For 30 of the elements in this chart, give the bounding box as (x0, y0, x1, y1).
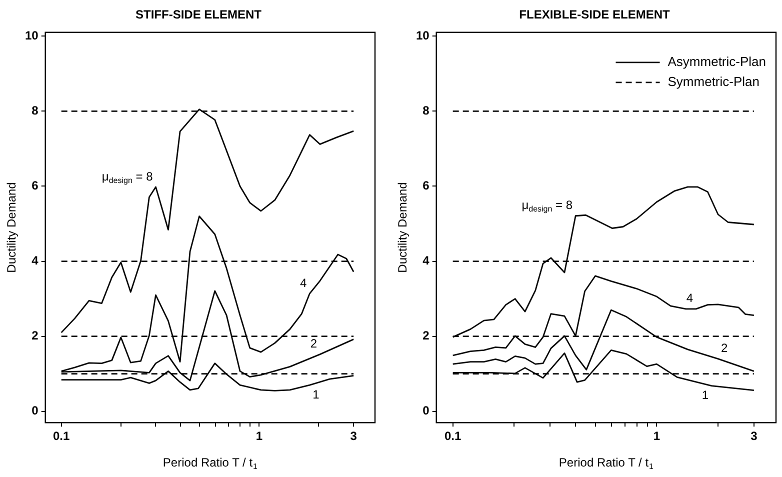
y-tick-label: 6 (32, 178, 39, 193)
chart-title: STIFF-SIDE ELEMENT (136, 8, 262, 22)
y-tick-label: 2 (422, 328, 430, 343)
y-tick-label: 0 (422, 404, 430, 418)
x-tick-label: 3 (750, 429, 758, 444)
y-axis-title: Ductility Demand (4, 182, 18, 273)
y-tick-label: 10 (416, 28, 430, 42)
y-tick-label: 4 (32, 254, 39, 268)
y-tick-label: 6 (422, 178, 430, 193)
x-tick-label: 1 (653, 429, 660, 444)
x-tick-label: 0.1 (53, 429, 70, 444)
annotation: 4 (686, 291, 694, 306)
annotation: 2 (721, 341, 728, 356)
legend-label: Symmetric-Plan (668, 74, 760, 89)
y-axis-title: Ductility Demand (395, 182, 410, 273)
y-tick-label: 0 (32, 404, 39, 418)
x-tick-label: 0.1 (444, 429, 462, 444)
annotation: 2 (310, 336, 318, 351)
y-tick-label: 10 (24, 28, 39, 42)
annotation: 1 (312, 387, 320, 402)
y-tick-label: 8 (32, 104, 39, 118)
chart-title: FLEXIBLE-SIDE ELEMENT (519, 8, 670, 22)
y-tick-label: 2 (32, 328, 39, 343)
x-tick-label: 3 (350, 429, 358, 444)
x-tick-label: 1 (256, 429, 263, 444)
annotation: 1 (702, 388, 709, 402)
annotation: 4 (300, 276, 308, 290)
legend-label: Asymmetric-Plan (668, 54, 766, 69)
y-tick-label: 8 (422, 104, 430, 118)
y-tick-label: 4 (422, 254, 430, 268)
